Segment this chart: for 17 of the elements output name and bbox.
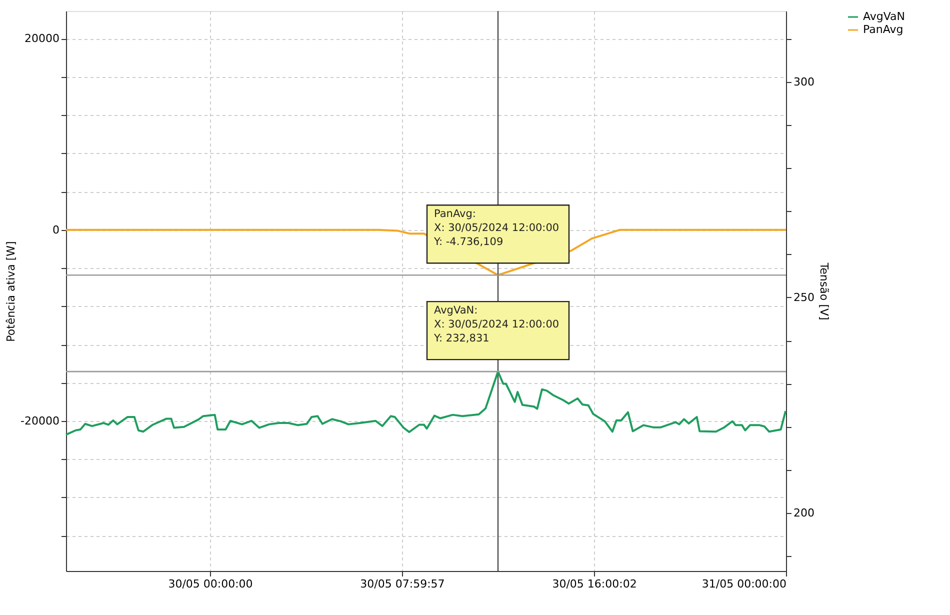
x-tick-label: 30/05 16:00:02 [552,578,637,590]
y2-tick-label: 300 [794,75,814,88]
y2-axis-title: Tensão [V] [817,262,830,320]
line-series [65,370,787,436]
y-axis-title: Potência ativa [W] [4,241,18,342]
y-tick-label: 0 [52,223,60,236]
y-tick-label: -20000 [20,414,60,428]
y2-tick-label: 200 [794,506,814,520]
ref-line-label: PanAvg: X: 30/05/2024 12:00:00 Y: -4.736,109 [433,208,560,248]
ref-line-label: AvgVaN: X: 30/05/2024 12:00:00 Y: 232,831 [433,304,560,345]
x-tick-label: 30/05 07:59:57 [360,578,445,590]
legend-label: AvgVaN [863,10,906,23]
x-tick-label: 31/05 00:00:00 [702,578,786,590]
legend-label: PanAvg [863,23,904,36]
y-tick-label: 20000 [24,32,60,46]
x-tick-label: 30/05 00:00:00 [168,578,253,590]
y2-tick-label: 250 [794,290,814,304]
